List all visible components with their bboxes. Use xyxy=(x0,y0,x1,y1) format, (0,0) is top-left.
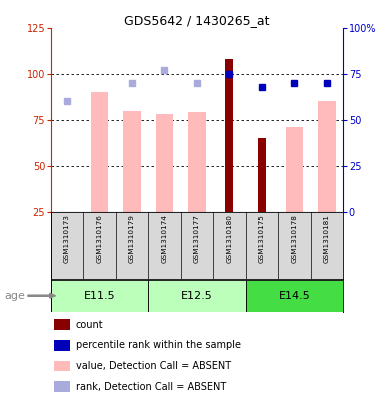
Text: E12.5: E12.5 xyxy=(181,291,213,301)
Bar xyxy=(54,340,70,351)
Bar xyxy=(258,138,266,212)
Text: rank, Detection Call = ABSENT: rank, Detection Call = ABSENT xyxy=(76,382,226,392)
Bar xyxy=(148,280,246,312)
Title: GDS5642 / 1430265_at: GDS5642 / 1430265_at xyxy=(124,15,270,28)
Bar xyxy=(285,127,303,212)
Bar xyxy=(54,381,70,392)
Text: GSM1310181: GSM1310181 xyxy=(324,214,330,263)
Text: percentile rank within the sample: percentile rank within the sample xyxy=(76,340,241,351)
Text: age: age xyxy=(4,291,25,301)
Text: GSM1310178: GSM1310178 xyxy=(291,214,298,263)
Bar xyxy=(54,320,70,330)
Bar xyxy=(54,361,70,371)
Text: GSM1310173: GSM1310173 xyxy=(64,214,70,263)
Text: GSM1310177: GSM1310177 xyxy=(194,214,200,263)
Bar xyxy=(318,101,336,212)
Bar xyxy=(51,280,148,312)
Text: GSM1310180: GSM1310180 xyxy=(227,214,232,263)
Bar xyxy=(246,280,343,312)
Text: E14.5: E14.5 xyxy=(278,291,310,301)
Text: value, Detection Call = ABSENT: value, Detection Call = ABSENT xyxy=(76,361,231,371)
Bar xyxy=(123,111,141,212)
Text: GSM1310176: GSM1310176 xyxy=(96,214,103,263)
Text: GSM1310179: GSM1310179 xyxy=(129,214,135,263)
Text: GSM1310175: GSM1310175 xyxy=(259,214,265,263)
Bar xyxy=(156,114,174,212)
Text: GSM1310174: GSM1310174 xyxy=(161,214,167,263)
Bar xyxy=(225,59,234,212)
Text: count: count xyxy=(76,320,103,330)
Text: E11.5: E11.5 xyxy=(83,291,115,301)
Bar xyxy=(90,92,108,212)
Bar xyxy=(188,112,206,212)
